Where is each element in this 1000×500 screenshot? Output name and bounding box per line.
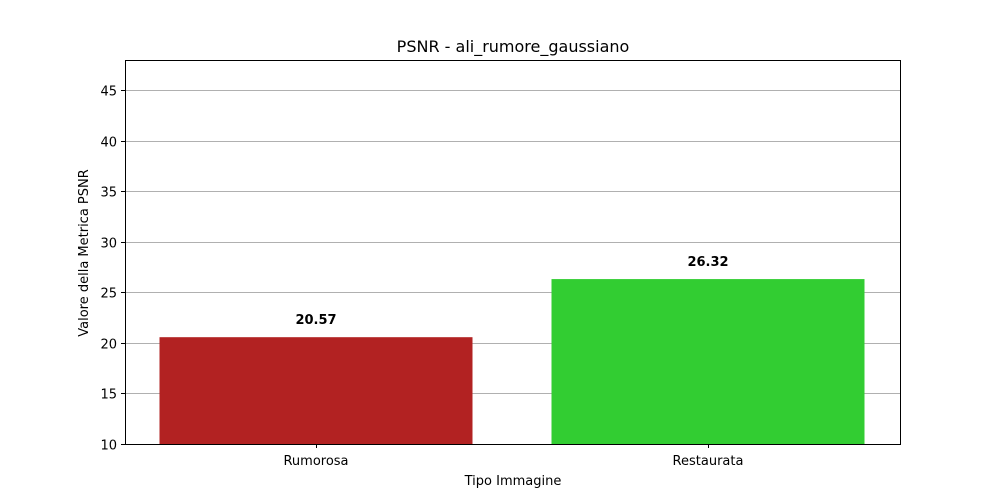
y-tick-label: 25 (100, 287, 117, 302)
bar-rumorosa (159, 337, 473, 444)
x-axis-label: Tipo Immagine (464, 474, 562, 489)
x-tick-label: Restaurata (673, 454, 744, 469)
y-tick-label: 10 (100, 439, 117, 454)
bar-restaurata (551, 279, 865, 444)
y-tick-label: 45 (100, 85, 117, 100)
tick-layer: 10 15 20 25 30 35 40 45 Rumorosa Restaurata (100, 85, 743, 470)
x-tick-label: Rumorosa (283, 454, 348, 469)
bar-layer (159, 279, 865, 444)
data-label: 26.32 (687, 255, 728, 270)
y-axis-label: Valore della Metrica PSNR (77, 169, 92, 337)
data-label-layer: 20.57 26.32 (295, 255, 728, 328)
plot-frame (125, 60, 901, 445)
y-tick-label: 40 (100, 136, 117, 151)
data-label: 20.57 (295, 313, 336, 328)
y-tick-label: 15 (100, 388, 117, 403)
chart-title: PSNR - ali_rumore_gaussiano (397, 37, 630, 57)
y-tick-label: 20 (100, 338, 117, 353)
y-tick-label: 35 (100, 186, 117, 201)
y-tick-label: 30 (100, 237, 117, 252)
